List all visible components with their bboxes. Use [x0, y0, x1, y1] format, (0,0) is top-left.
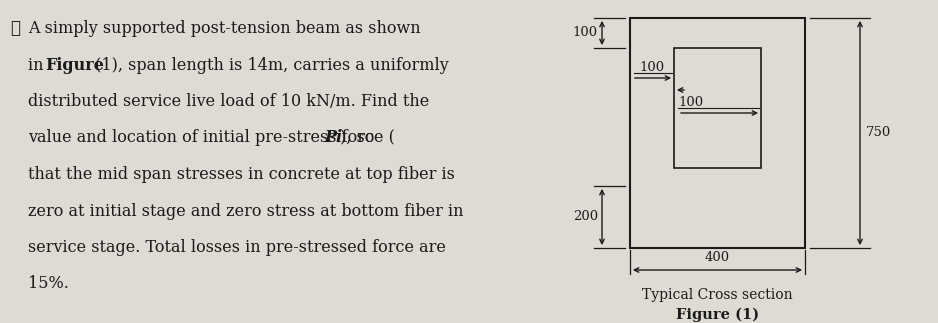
Text: 400: 400 — [705, 251, 730, 264]
Text: service stage. Total losses in pre-stressed force are: service stage. Total losses in pre-stres… — [28, 239, 446, 256]
Bar — [630, 18, 805, 248]
Text: ), so: ), so — [340, 130, 374, 147]
Text: distributed service live load of 10 kN/m. Find the: distributed service live load of 10 kN/m… — [28, 93, 430, 110]
Text: zero at initial stage and zero stress at bottom fiber in: zero at initial stage and zero stress at… — [28, 203, 463, 220]
Text: (1), span length is 14m, carries a uniformly: (1), span length is 14m, carries a unifo… — [90, 57, 448, 74]
Text: ★: ★ — [10, 20, 20, 37]
Text: 750: 750 — [866, 127, 891, 140]
Text: 100: 100 — [573, 26, 598, 39]
Text: 100: 100 — [640, 61, 664, 74]
Text: Figure (1): Figure (1) — [676, 308, 759, 322]
Text: 200: 200 — [573, 211, 598, 224]
Text: A simply supported post-tension beam as shown: A simply supported post-tension beam as … — [28, 20, 420, 37]
Text: value and location of initial pre-stress force (: value and location of initial pre-stress… — [28, 130, 395, 147]
Text: 15%.: 15%. — [28, 276, 68, 293]
Text: 100: 100 — [678, 96, 704, 109]
Text: Figure: Figure — [45, 57, 104, 74]
Bar — [674, 48, 761, 168]
Text: Typical Cross section: Typical Cross section — [643, 288, 793, 302]
Text: Pi: Pi — [324, 130, 342, 147]
Text: that the mid span stresses in concrete at top fiber is: that the mid span stresses in concrete a… — [28, 166, 455, 183]
Text: in: in — [28, 57, 49, 74]
